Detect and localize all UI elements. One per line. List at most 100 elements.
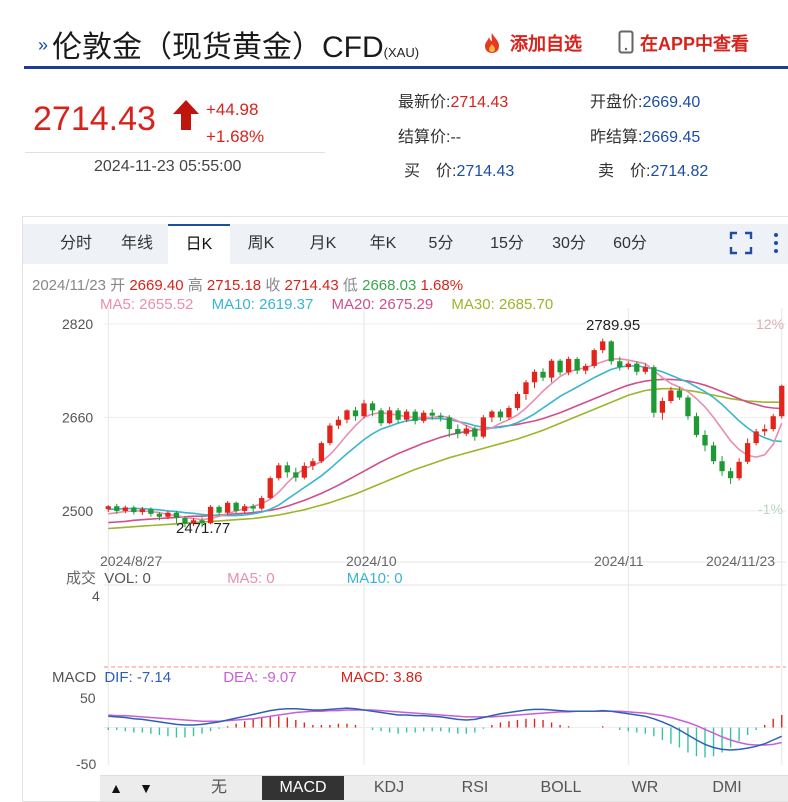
field-label: 昨结算: <box>590 129 643 146</box>
candle-down <box>250 506 256 509</box>
field-value: 2669.40 <box>642 94 701 111</box>
volume-legend: 成交 VOL: 0 MA5: 0 MA10: 0 <box>66 567 403 588</box>
low-label: 低 <box>342 277 358 294</box>
scroll-up-button[interactable]: ▲ <box>109 780 123 796</box>
candle-up <box>548 360 555 378</box>
macd-dif: DIF: -7.14 <box>104 669 172 686</box>
candle-down <box>685 397 691 417</box>
tab-5min[interactable]: 5分 <box>428 235 454 252</box>
macd-axis-top: 50 <box>80 690 96 706</box>
candle-up <box>267 478 273 499</box>
macd-dif-line <box>108 707 782 751</box>
field-label: 开盘价: <box>590 94 643 111</box>
axis-labels: 2820 2660 2500 12% -1% 2024/8/27 2024/10 2024/1… <box>62 316 784 569</box>
candle-up <box>344 410 350 420</box>
field-value: -- <box>450 129 462 146</box>
date-axis-label: 2024/11/23 <box>706 553 775 569</box>
macd-legend: MACD DIF: -7.14 DEA: -9.07 MACD: 3.86 <box>52 669 422 686</box>
pct-axis-label: 12% <box>756 316 784 332</box>
candle-up <box>105 506 111 510</box>
price-axis-label: 2660 <box>62 409 93 425</box>
field-value: 2669.45 <box>642 129 701 146</box>
indicator-tab-none[interactable]: 无 <box>210 779 227 796</box>
volume-vol: VOL: 0 <box>104 570 151 587</box>
price-axis-label: 2820 <box>62 316 93 332</box>
last-price: 2714.43 <box>33 100 156 138</box>
field-open: 开盘价:2669.40 <box>590 88 700 112</box>
candle-up <box>242 506 248 511</box>
macd-title: MACD <box>52 669 97 686</box>
field-value: 2714.43 <box>456 163 515 180</box>
tab-15min[interactable]: 15分 <box>490 235 524 252</box>
high-annotation: 2789.95 <box>586 317 640 334</box>
add-watchlist-label: 添加自选 <box>510 34 582 54</box>
add-watchlist-button[interactable]: 添加自选 <box>480 30 582 56</box>
field-label: 最新价: <box>398 94 451 111</box>
ma30-line <box>108 387 782 530</box>
info-date: 2024/11/23 <box>32 277 106 294</box>
scroll-down-button[interactable]: ▼ <box>139 780 153 796</box>
ma10-label: MA10: 2619.37 <box>211 296 314 313</box>
tab-monthly-k[interactable]: 月K <box>309 235 337 252</box>
indicator-tab-wr[interactable]: WR <box>631 779 659 796</box>
candle-up <box>122 507 128 511</box>
indicator-tab-dmi[interactable]: DMI <box>712 779 742 796</box>
candle-up <box>625 363 631 368</box>
tab-intraday[interactable]: 分时 <box>59 235 92 252</box>
candle-down <box>216 506 222 513</box>
candle-down <box>676 390 683 398</box>
candle-down <box>497 411 504 418</box>
fullscreen-icon[interactable] <box>729 231 753 255</box>
field-bid: 买 价:2714.43 <box>404 157 514 181</box>
candles <box>105 338 785 528</box>
candle-down <box>199 520 205 524</box>
open-value: 2669.40 <box>129 277 184 294</box>
candle-down <box>540 371 546 378</box>
phone-icon <box>618 30 634 54</box>
fire-icon <box>485 33 499 53</box>
field-value: 2714.82 <box>650 163 709 180</box>
tab-yearly-k[interactable]: 年K <box>369 235 397 252</box>
indicator-tab-rsi[interactable]: RSI <box>461 779 489 796</box>
ma20-line <box>108 378 782 524</box>
candle-up <box>583 365 589 371</box>
field-label: 卖 价: <box>598 163 651 180</box>
field-settle: 结算价:-- <box>398 123 461 147</box>
candle-down <box>114 506 120 511</box>
candle-down <box>293 472 299 478</box>
candle-up <box>489 411 495 418</box>
candle-up <box>642 367 648 372</box>
low-value: 2668.03 <box>362 277 417 294</box>
view-in-app-button[interactable]: 在APP中查看 <box>618 30 749 56</box>
view-in-app-label: 在APP中查看 <box>640 34 750 54</box>
macd-panel <box>104 707 786 758</box>
instrument-code: (XAU) <box>383 45 420 60</box>
field-label: 买 价: <box>404 163 457 180</box>
more-vertical-icon[interactable] <box>772 231 780 255</box>
candle-down <box>557 360 563 373</box>
tab-daily-k[interactable]: 日K <box>168 224 230 264</box>
candle-up <box>139 509 146 513</box>
candle-up <box>753 431 759 444</box>
candle-up <box>207 506 214 524</box>
tab-weekly-k[interactable]: 周K <box>247 235 275 252</box>
indicator-tab-boll[interactable]: BOLL <box>540 779 582 796</box>
candle-down <box>156 513 163 517</box>
indicator-tab-macd[interactable]: MACD <box>262 776 344 800</box>
field-ask: 卖 价:2714.82 <box>598 157 708 181</box>
volume-ma10: MA10: 0 <box>346 570 403 587</box>
tab-year-line[interactable]: 年线 <box>120 235 153 252</box>
macd-axis-bottom: -50 <box>76 756 97 772</box>
candle-down <box>378 410 384 424</box>
candle-up <box>736 461 742 479</box>
ma5-line <box>108 358 783 521</box>
indicator-tab-kdj[interactable]: KDJ <box>373 779 405 796</box>
tab-30min[interactable]: 30分 <box>552 235 586 252</box>
tab-60min[interactable]: 60分 <box>613 235 647 252</box>
date-axis-label: 2024/8/27 <box>100 553 162 569</box>
field-prev-settle: 昨结算:2669.45 <box>590 123 700 147</box>
candle-down <box>472 428 478 437</box>
candle-down <box>702 434 708 446</box>
pct-value: 1.68% <box>420 277 464 294</box>
